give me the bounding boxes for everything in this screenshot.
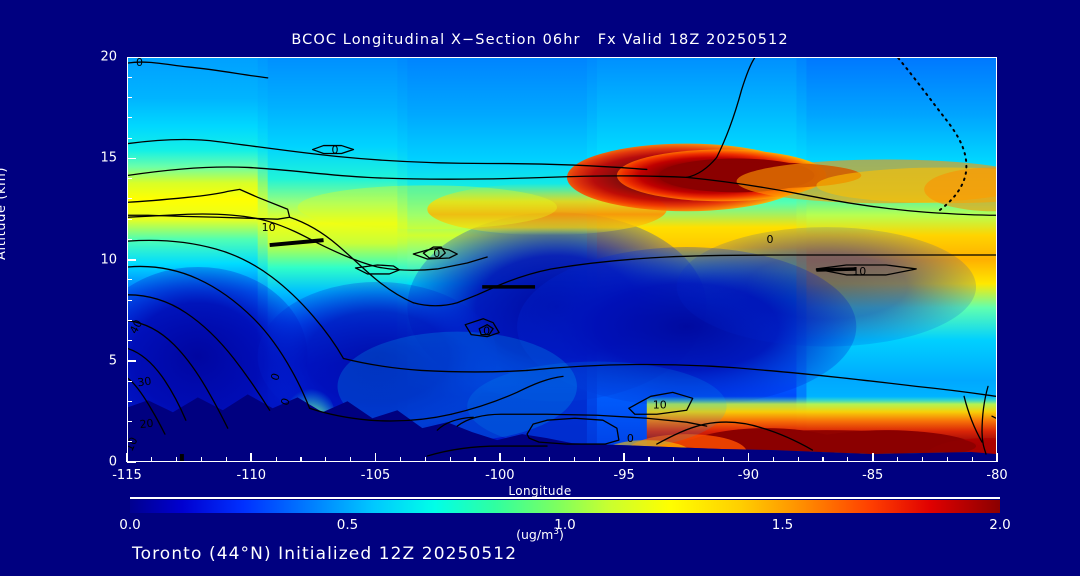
x-tick	[499, 453, 501, 462]
x-minor-tick	[449, 457, 451, 462]
x-tick-label: -85	[862, 468, 884, 483]
y-tick	[127, 461, 136, 464]
y-minor-tick	[127, 218, 132, 220]
x-tick	[374, 453, 377, 462]
y-minor-tick	[127, 238, 132, 240]
y-minor-tick	[127, 421, 132, 423]
y-tick-label: 5	[108, 353, 117, 369]
y-tick-label: 15	[100, 150, 117, 166]
x-minor-tick	[648, 457, 650, 462]
y-minor-tick	[127, 97, 132, 99]
x-minor-tick	[151, 457, 153, 462]
x-minor-tick	[275, 457, 277, 462]
x-minor-tick	[772, 457, 774, 462]
y-tick	[127, 56, 136, 59]
x-minor-tick	[176, 457, 178, 462]
y-axis-label: Altitude (km)	[0, 166, 9, 260]
y-minor-tick	[127, 76, 132, 78]
y-tick-label: 10	[100, 252, 117, 267]
x-tick-label: -100	[485, 468, 515, 483]
y-minor-tick	[127, 279, 132, 281]
colorbar-tick-label: 0.5	[336, 517, 359, 533]
colorbar-tick-label: 0.0	[119, 517, 141, 533]
colorbar-top-rule	[130, 497, 1000, 499]
colorbar-units-exponent: 3	[553, 527, 559, 537]
x-tick	[996, 453, 998, 462]
y-minor-tick	[127, 319, 132, 321]
x-minor-tick	[722, 457, 725, 462]
x-tick	[250, 453, 253, 462]
x-minor-tick	[797, 457, 799, 462]
colorbar-tick-label: 1.0	[554, 517, 576, 533]
y-tick	[127, 360, 136, 362]
chart-title: BCOC Longitudinal X−Section 06hr Fx Vali…	[291, 32, 789, 48]
x-minor-tick	[548, 457, 551, 462]
x-tick	[623, 453, 625, 462]
x-tick-label: -90	[737, 468, 760, 483]
x-axis-label: Longitude	[508, 484, 572, 498]
x-tick	[747, 453, 750, 462]
y-minor-tick	[127, 380, 132, 382]
run-caption: Toronto (44°N) Initialized 12Z 20250512	[132, 544, 518, 564]
x-tick-label: -110	[236, 468, 267, 483]
x-tick-label: -115	[112, 468, 142, 483]
y-tick-label: 0	[108, 454, 117, 470]
colorbar	[130, 500, 1000, 513]
x-minor-tick	[474, 457, 476, 462]
y-minor-tick	[127, 178, 132, 180]
x-minor-tick	[847, 457, 849, 462]
x-minor-tick	[673, 457, 675, 462]
x-minor-tick	[325, 457, 327, 462]
y-tick	[127, 259, 136, 261]
colorbar-units-paren: )	[558, 527, 564, 543]
y-minor-tick	[127, 299, 132, 301]
y-minor-tick	[127, 340, 132, 342]
x-minor-tick	[698, 457, 700, 462]
x-minor-tick	[598, 457, 600, 462]
y-minor-tick	[127, 198, 132, 200]
x-tick-label: -105	[360, 468, 391, 483]
x-minor-tick	[524, 457, 526, 462]
x-minor-tick	[424, 457, 426, 462]
y-minor-tick	[127, 137, 132, 139]
x-tick	[871, 453, 874, 462]
x-minor-tick	[896, 457, 899, 462]
x-minor-tick	[971, 457, 973, 462]
x-minor-tick	[399, 457, 402, 462]
colorbar-tick-label: 1.5	[771, 517, 794, 533]
x-tick-label: -95	[613, 468, 635, 483]
colorbar-tick-label: 2.0	[989, 517, 1011, 533]
x-minor-tick	[921, 457, 924, 462]
x-minor-tick	[350, 457, 352, 462]
colorbar-units-text: (ug/m	[516, 527, 554, 543]
y-minor-tick	[127, 441, 132, 443]
x-tick-label: -80	[986, 468, 1008, 483]
x-minor-tick	[225, 457, 228, 462]
colorbar-units: (ug/m3)	[0, 527, 1080, 542]
y-minor-tick	[127, 400, 132, 402]
cross-section-plot: 0 0 10 0 0 0 10 10 0 40 30 20 10 0 0	[127, 57, 997, 462]
x-minor-tick	[822, 457, 824, 462]
concentration-field	[128, 58, 996, 461]
x-tick	[126, 453, 128, 462]
y-tick-label: 20	[100, 49, 117, 65]
y-minor-tick	[127, 117, 132, 119]
x-minor-tick	[300, 457, 302, 462]
x-minor-tick	[573, 457, 576, 462]
x-minor-tick	[200, 457, 203, 462]
y-tick	[127, 157, 136, 160]
x-minor-tick	[946, 457, 948, 462]
